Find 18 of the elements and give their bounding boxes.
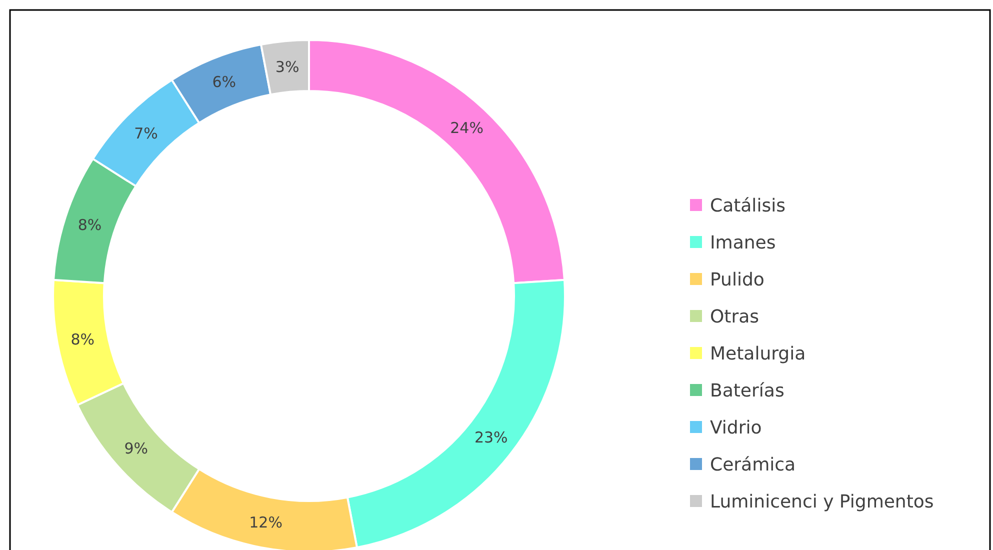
data-label: 23%: [474, 428, 508, 447]
legend-label: Imanes: [710, 232, 776, 254]
legend-label: Pulido: [710, 269, 764, 290]
legend-label: Catálisis: [710, 195, 786, 216]
legend-label: Luminicenci y Pigmentos: [710, 491, 934, 512]
legend-label: Baterías: [710, 380, 784, 402]
legend-label: Otras: [710, 306, 760, 328]
data-label: 8%: [78, 216, 102, 234]
data-label: 9%: [124, 440, 148, 458]
legend-label: Cerámica: [710, 454, 796, 476]
data-label: 7%: [134, 124, 158, 142]
legend-label: Vidrio: [710, 417, 762, 438]
data-label: 12%: [249, 514, 282, 532]
data-label: 24%: [450, 119, 484, 138]
data-label: 8%: [70, 330, 94, 348]
data-label: 3%: [275, 58, 300, 76]
legend-label: Metalurgia: [710, 343, 806, 364]
data-label: 6%: [212, 72, 236, 91]
